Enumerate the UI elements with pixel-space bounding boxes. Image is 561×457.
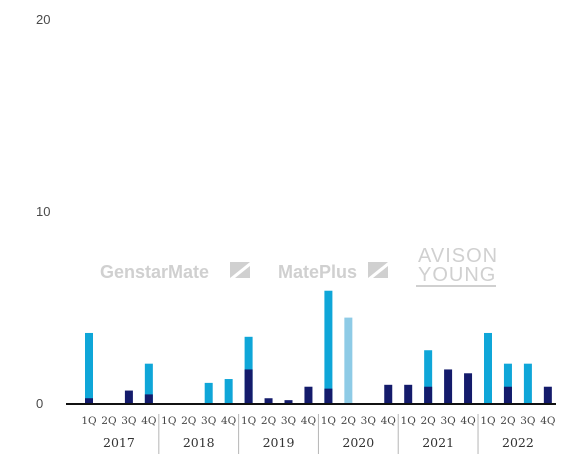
bar-series-2-11: [304, 386, 313, 404]
y-tick-label: 0: [36, 396, 43, 411]
quarter-tick-label: 4Q: [381, 415, 397, 427]
bar-series-2-21: [503, 386, 512, 404]
bar-series-0-7: [224, 379, 233, 404]
bar-series-0-17: [424, 350, 433, 404]
x-axis-labels: 1Q 2Q 3Q 4Q 1Q 2Q 3Q 4Q 1Q 2Q 3Q 4Q 1Q 2Q 3Q 4Q 1Q 2Q 3Q 4Q…: [81, 414, 556, 454]
bar-series-0-22: [523, 363, 532, 404]
watermarks: GenstarMate MatePlus AVISON YOUNG: [100, 245, 498, 287]
bar-series-2-17: [424, 386, 433, 404]
year-tick-label: 2021: [422, 435, 454, 450]
bar-series-2-15: [384, 384, 393, 404]
y-axis-ticks: 0 10 20: [36, 12, 50, 411]
quarter-tick-label: 4Q: [141, 415, 157, 427]
bars: [85, 290, 552, 404]
quarter-tick-label: 3Q: [201, 415, 217, 427]
bar-series-2-0: [85, 398, 93, 404]
bar-series-2-10: [284, 400, 293, 404]
quarter-tick-label: 2Q: [421, 415, 437, 427]
bar-series-0-0: [85, 332, 93, 404]
year-tick-label: 2019: [263, 435, 295, 450]
avison-young-underline: [416, 285, 496, 287]
quarter-tick-label: 1Q: [81, 415, 97, 427]
bar-series-1-13: [344, 317, 353, 404]
bar-series-0-20: [484, 332, 492, 404]
bar-series-2-23: [543, 386, 552, 404]
bar-series-2-16: [404, 384, 413, 404]
quarter-tick-label: 1Q: [161, 415, 177, 427]
quarter-tick-label: 3Q: [281, 415, 297, 427]
quarter-tick-label: 2Q: [500, 415, 516, 427]
bar-series-2-3: [144, 394, 153, 404]
bar-series-2-2: [124, 390, 133, 404]
bar-series-2-18: [444, 369, 453, 404]
year-tick-label: 2017: [103, 435, 135, 450]
quarter-tick-label: 4Q: [221, 415, 237, 427]
bar-series-2-12: [324, 388, 333, 404]
quarter-tick-label: 2Q: [181, 415, 197, 427]
quarter-tick-label: 1Q: [241, 415, 257, 427]
young-watermark: YOUNG: [418, 264, 496, 286]
bar-series-2-19: [464, 373, 473, 404]
mateplus-watermark: MatePlus: [278, 262, 357, 282]
quarter-tick-label: 3Q: [121, 415, 137, 427]
quarter-tick-label: 4Q: [540, 415, 556, 427]
quarter-tick-label: 4Q: [301, 415, 317, 427]
bar-series-2-9: [264, 398, 273, 404]
bar-series-0-12: [324, 290, 333, 404]
bar-series-0-21: [503, 363, 512, 404]
quarter-tick-label: 3Q: [361, 415, 377, 427]
year-tick-label: 2018: [183, 435, 215, 450]
quarter-tick-label: 1Q: [321, 415, 337, 427]
quarter-tick-label: 2Q: [261, 415, 277, 427]
avison-watermark: AVISON: [418, 245, 498, 267]
quarter-tick-label: 4Q: [460, 415, 476, 427]
bar-series-0-3: [144, 363, 153, 404]
quarter-tick-label: 2Q: [101, 415, 117, 427]
bar-series-0-6: [204, 382, 213, 404]
y-tick-label: 10: [36, 204, 50, 219]
quarter-tick-label: 2Q: [341, 415, 357, 427]
year-tick-label: 2020: [342, 435, 374, 450]
quarter-tick-label: 1Q: [401, 415, 417, 427]
mateplus-logo-icon: [368, 262, 388, 278]
y-tick-label: 20: [36, 12, 50, 27]
quarter-tick-label: 1Q: [480, 415, 496, 427]
genstarmate-logo-icon: [230, 262, 250, 278]
bar-series-2-8: [244, 369, 253, 404]
quarter-tick-label: 3Q: [520, 415, 536, 427]
genstarmate-watermark: GenstarMate: [100, 262, 209, 282]
quarter-tick-label: 3Q: [440, 415, 456, 427]
year-tick-label: 2022: [502, 435, 534, 450]
